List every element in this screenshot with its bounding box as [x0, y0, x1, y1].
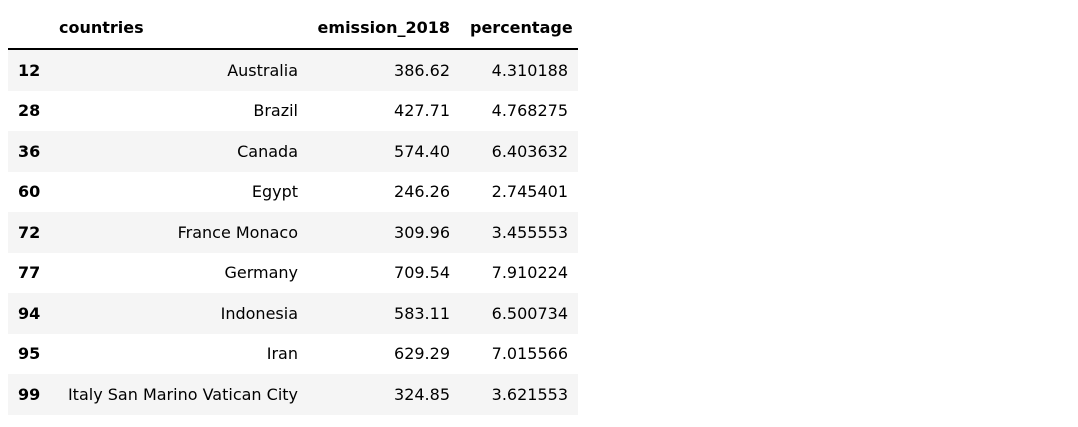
table-row: 99 Italy San Marino Vatican City 324.85 … — [8, 374, 578, 415]
row-index: 94 — [18, 303, 40, 323]
row-index: 99 — [18, 384, 40, 404]
percentage-cell: 6.403632 — [491, 141, 568, 161]
table-row: 36 Canada 574.40 6.403632 — [8, 131, 578, 172]
header-row: countries emission_2018 percentage — [8, 8, 578, 50]
emission-cell: 583.11 — [394, 303, 450, 323]
emission-cell: 574.40 — [394, 141, 450, 161]
row-index: 72 — [18, 222, 40, 242]
index-column-header — [8, 8, 40, 50]
column-header-percentage: percentage — [460, 8, 578, 50]
country-cell: Australia — [227, 60, 298, 80]
percentage-cell: 3.455553 — [491, 222, 568, 242]
table-row: 28 Brazil 427.71 4.768275 — [8, 91, 578, 132]
percentage-cell: 4.768275 — [491, 101, 568, 121]
column-header-countries: countries — [40, 8, 306, 50]
emission-cell: 427.71 — [394, 101, 450, 121]
percentage-cell: 7.015566 — [491, 344, 568, 364]
emission-cell: 709.54 — [394, 263, 450, 283]
country-cell: Egypt — [251, 182, 298, 202]
emission-cell: 309.96 — [394, 222, 450, 242]
table-row: 12 Australia 386.62 4.310188 — [8, 49, 578, 91]
table-row: 95 Iran 629.29 7.015566 — [8, 334, 578, 375]
row-index: 95 — [18, 344, 40, 364]
dataframe-table: countries emission_2018 percentage 12 Au… — [8, 8, 578, 415]
percentage-cell: 7.910224 — [491, 263, 568, 283]
row-index: 28 — [18, 101, 40, 121]
percentage-cell: 3.621553 — [491, 384, 568, 404]
country-cell: Canada — [237, 141, 298, 161]
row-index: 77 — [18, 263, 40, 283]
dataframe-output: countries emission_2018 percentage 12 Au… — [8, 8, 578, 415]
country-cell: Iran — [266, 344, 298, 364]
percentage-cell: 6.500734 — [491, 303, 568, 323]
percentage-cell: 2.745401 — [491, 182, 568, 202]
emission-cell: 629.29 — [394, 344, 450, 364]
row-index: 12 — [18, 60, 40, 80]
table-row: 60 Egypt 246.26 2.745401 — [8, 172, 578, 213]
percentage-cell: 4.310188 — [491, 60, 568, 80]
emission-cell: 386.62 — [394, 60, 450, 80]
country-cell: France Monaco — [177, 222, 298, 242]
table-row: 94 Indonesia 583.11 6.500734 — [8, 293, 578, 334]
emission-cell: 324.85 — [394, 384, 450, 404]
emission-cell: 246.26 — [394, 182, 450, 202]
row-index: 36 — [18, 141, 40, 161]
table-row: 72 France Monaco 309.96 3.455553 — [8, 212, 578, 253]
row-index: 60 — [18, 182, 40, 202]
country-cell: Indonesia — [220, 303, 298, 323]
country-cell: Germany — [224, 263, 298, 283]
table-row: 77 Germany 709.54 7.910224 — [8, 253, 578, 294]
country-cell: Italy San Marino Vatican City — [67, 384, 298, 404]
country-cell: Brazil — [253, 101, 298, 121]
column-header-emission-2018: emission_2018 — [306, 8, 460, 50]
